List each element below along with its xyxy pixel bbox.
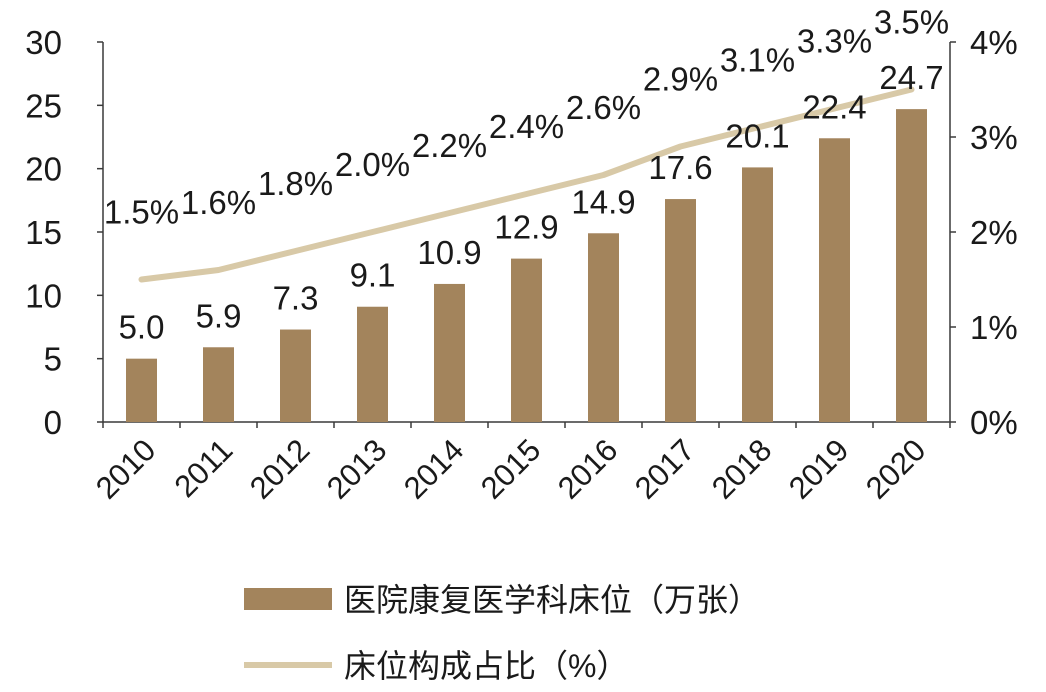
bar — [819, 138, 850, 422]
legend-label-bar: 医院康复医学科床位（万张） — [344, 582, 760, 618]
bar-series — [126, 109, 927, 422]
bar — [896, 109, 927, 422]
left-y-tick-label: 20 — [25, 151, 62, 188]
left-y-tick-label: 10 — [25, 277, 62, 314]
bar-value-label: 17.6 — [648, 149, 712, 186]
x-tick-label: 2020 — [859, 432, 933, 506]
bar — [434, 283, 465, 422]
bar-value-label: 5.0 — [119, 309, 165, 346]
bar — [280, 329, 311, 422]
line-value-label: 2.6% — [566, 89, 641, 126]
bar — [357, 306, 388, 422]
line-value-label: 2.9% — [643, 61, 718, 98]
line-value-label: 3.1% — [720, 42, 795, 79]
line-value-label: 1.6% — [181, 184, 256, 221]
bar-value-label: 12.9 — [494, 209, 558, 246]
left-y-tick-label: 30 — [25, 24, 62, 61]
bar-value-label: 20.1 — [725, 117, 789, 154]
line-series — [138, 86, 915, 283]
line-value-label: 1.5% — [104, 194, 179, 231]
legend-swatch-bar — [244, 588, 332, 610]
line-value-label: 2.0% — [335, 146, 410, 183]
line-path — [138, 86, 915, 283]
bar-value-label: 5.9 — [196, 297, 242, 334]
left-y-tick-label: 15 — [25, 214, 62, 251]
bar-value-label: 9.1 — [350, 257, 396, 294]
data-labels: 5.0 5.9 7.3 9.1 10.9 12.9 14.9 17.6 20.1 22.4 24.7… — [104, 4, 949, 346]
left-y-tick-label: 0 — [44, 404, 62, 441]
x-tick-label: 2019 — [782, 432, 856, 506]
bar — [126, 358, 157, 422]
bar-value-label: 24.7 — [879, 59, 943, 96]
x-tick-label: 2017 — [628, 432, 702, 506]
bar — [511, 258, 542, 422]
line-value-label: 2.4% — [489, 108, 564, 145]
x-tick-label: 2016 — [551, 432, 625, 506]
line-value-label: 3.5% — [874, 4, 949, 41]
left-y-tick-label: 25 — [25, 87, 62, 124]
x-tick-label: 2010 — [89, 432, 163, 506]
x-tick-label: 2018 — [705, 432, 779, 506]
bar — [665, 199, 696, 422]
bar-value-label: 14.9 — [571, 183, 635, 220]
line-value-label: 2.2% — [412, 127, 487, 164]
right-y-tick-label: 2% — [970, 214, 1018, 251]
line-value-label: 3.3% — [797, 23, 872, 60]
bar — [588, 233, 619, 422]
legend: 医院康复医学科床位（万张） 床位构成占比（%） — [244, 582, 760, 684]
bar — [742, 167, 773, 422]
right-y-tick-label: 0% — [970, 404, 1018, 441]
line-value-label: 1.8% — [258, 165, 333, 202]
right-y-tick-label: 1% — [970, 309, 1018, 346]
left-y-tick-label: 5 — [44, 341, 62, 378]
bar — [203, 347, 234, 422]
x-tick-label: 2011 — [168, 432, 240, 504]
bar-value-label: 10.9 — [417, 234, 481, 271]
bar-value-label: 7.3 — [273, 280, 319, 317]
x-tick-label: 2015 — [474, 432, 548, 506]
x-tick-label: 2014 — [397, 432, 471, 506]
legend-label-line: 床位构成占比（%） — [344, 648, 628, 684]
x-tick-label: 2013 — [320, 432, 394, 506]
right-y-tick-label: 3% — [970, 119, 1018, 156]
x-tick-label: 2012 — [243, 432, 317, 506]
bar-value-label: 22.4 — [802, 88, 866, 125]
right-y-tick-label: 4% — [970, 24, 1018, 61]
